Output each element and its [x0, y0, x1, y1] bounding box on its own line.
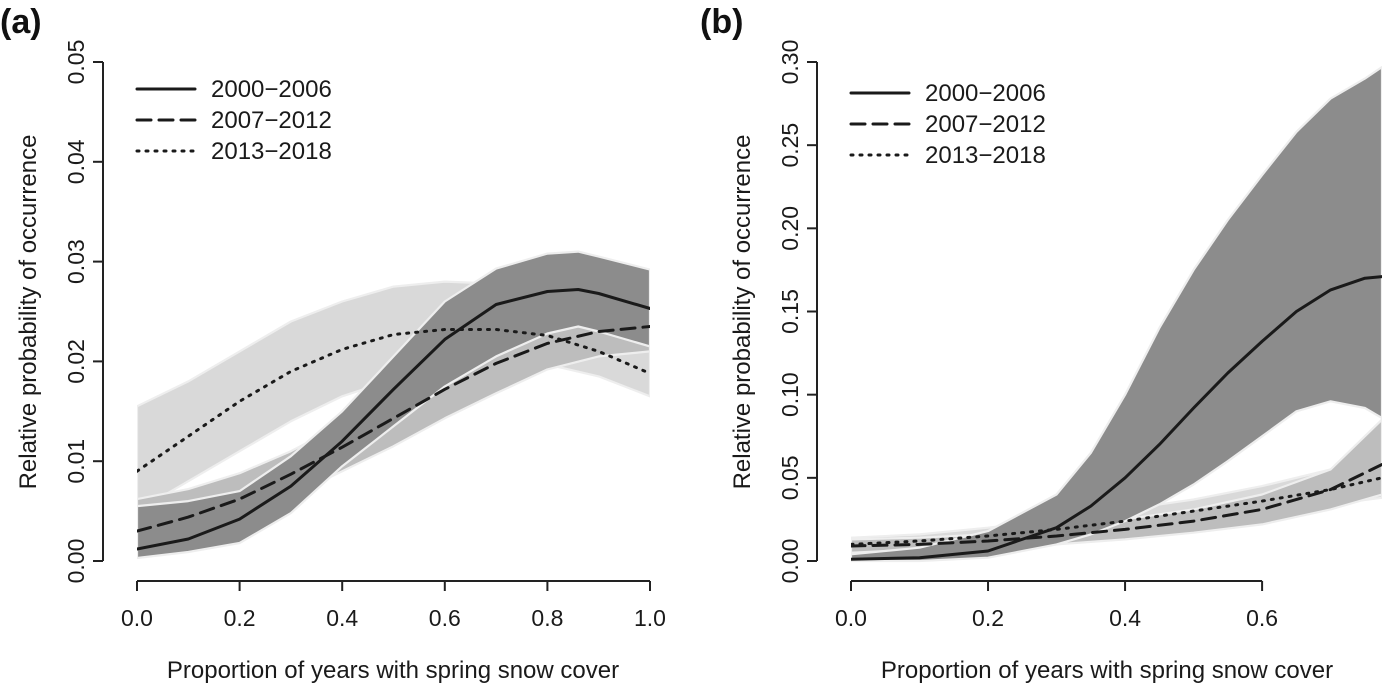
legend: 2000−2006 2007−2012 2013−2018	[135, 76, 332, 165]
x-tick-label: 1.0	[634, 605, 666, 631]
x-tick-label: 0.6	[429, 605, 461, 631]
legend-label: 2000−2006	[211, 76, 332, 103]
chart-panel-b: (b) 0.00 0.05 0.10 0.15 0.20 0.25 0.30 0.0 0.2 0.4…	[700, 3, 1382, 684]
legend-label: 2007−2012	[211, 107, 332, 134]
confidence-band-solid	[137, 250, 650, 560]
x-axis-label: Proportion of years with spring snow cov…	[881, 657, 1333, 684]
chart-panel-a: (a) 0.00 0.01 0.02 0.03 0.04 0.05 0.0 0.2 0.4 0.6 0…	[0, 3, 666, 684]
legend: 2000−2006 2007−2012 2013−2018	[849, 80, 1046, 169]
series-line-dashed	[137, 325, 650, 533]
y-tick-label: 0.15	[777, 289, 803, 334]
plot-area	[851, 65, 1382, 563]
x-tick-label: 0.0	[121, 605, 153, 631]
legend-label: 2000−2006	[925, 80, 1046, 107]
y-tick-label: 0.00	[777, 539, 803, 584]
y-tick-label: 0.10	[777, 372, 803, 417]
series-line-solid	[851, 275, 1382, 561]
x-tick-label: 0.4	[1109, 605, 1141, 631]
panel-label: (a)	[0, 3, 42, 41]
y-tick-label: 0.05	[777, 455, 803, 500]
series-line-dashed	[851, 463, 1382, 548]
x-tick-label: 0.0	[835, 605, 867, 631]
y-tick-label: 0.30	[777, 40, 803, 85]
y-axis-label: Relative probability of occurrence	[729, 135, 756, 490]
x-tick-label: 0.6	[1246, 605, 1278, 631]
y-tick-label: 0.01	[63, 439, 89, 484]
plot-area	[137, 250, 650, 560]
panel-label: (b)	[700, 3, 743, 41]
y-tick-label: 0.04	[63, 139, 89, 184]
y-tick-label: 0.05	[63, 40, 89, 85]
series-line-dotted	[851, 476, 1382, 546]
legend-label: 2007−2012	[925, 111, 1046, 138]
series-line-solid	[137, 288, 650, 551]
x-axis-label: Proportion of years with spring snow cov…	[167, 657, 619, 684]
confidence-band-solid	[851, 65, 1382, 563]
legend-label: 2013−2018	[925, 142, 1046, 169]
legend-label: 2013−2018	[211, 138, 332, 165]
x-tick-label: 0.2	[972, 605, 1004, 631]
y-tick-label: 0.00	[63, 539, 89, 584]
y-tick-label: 0.03	[63, 239, 89, 284]
x-tick-label: 0.4	[326, 605, 358, 631]
x-tick-label: 0.2	[224, 605, 256, 631]
y-tick-label: 0.02	[63, 339, 89, 384]
x-tick-label: 0.8	[531, 605, 563, 631]
y-tick-label: 0.25	[777, 123, 803, 168]
y-tick-label: 0.20	[777, 206, 803, 251]
y-axis-label: Relative probability of occurrence	[15, 135, 42, 490]
